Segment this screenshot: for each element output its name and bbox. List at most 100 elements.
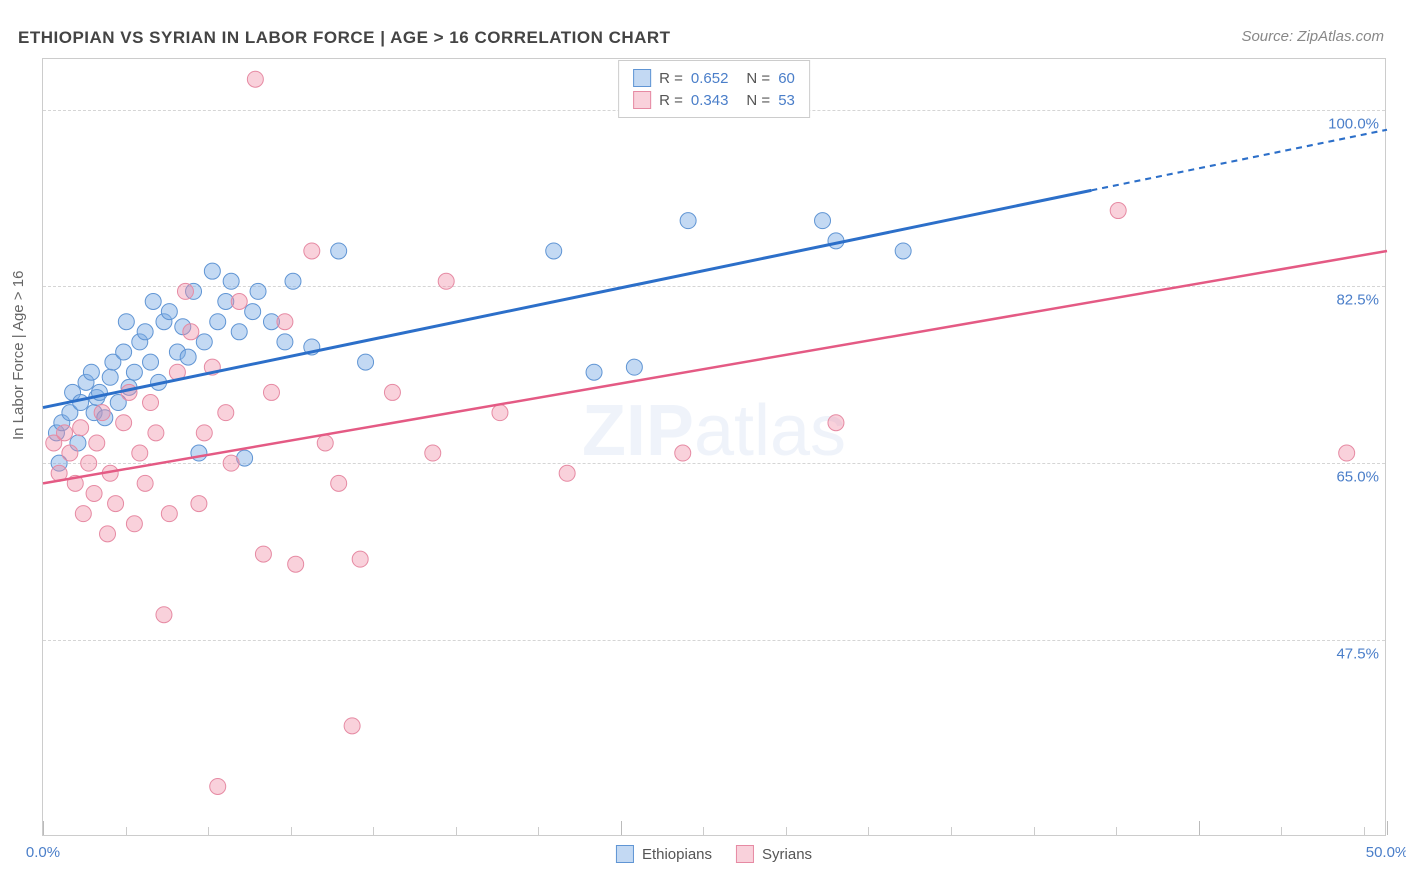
data-point [675, 445, 691, 461]
legend-top: R = 0.652 N = 60 R = 0.343 N = 53 [618, 60, 810, 118]
data-point [177, 283, 193, 299]
legend-n-label: N = [746, 70, 770, 87]
trend-line-dashed [1091, 130, 1387, 191]
data-point [145, 293, 161, 309]
legend-r-value-0: 0.652 [691, 70, 729, 87]
data-point [126, 364, 142, 380]
legend-n-label: N = [746, 92, 770, 109]
data-point [492, 405, 508, 421]
legend-r-label: R = [659, 70, 683, 87]
x-tick-minor [538, 827, 539, 835]
data-point [331, 243, 347, 259]
x-tick-minor [456, 827, 457, 835]
data-point [116, 415, 132, 431]
data-point [218, 405, 234, 421]
data-point [143, 354, 159, 370]
x-tick-label: 50.0% [1366, 844, 1406, 861]
x-tick-label: 0.0% [26, 844, 60, 861]
data-point [250, 283, 266, 299]
data-point [148, 425, 164, 441]
data-point [62, 445, 78, 461]
data-point [285, 273, 301, 289]
data-point [331, 475, 347, 491]
data-point [89, 435, 105, 451]
data-point [210, 778, 226, 794]
data-point [344, 718, 360, 734]
data-point [231, 293, 247, 309]
data-point [102, 369, 118, 385]
x-tick-major [621, 821, 622, 835]
data-point [263, 384, 279, 400]
chart-frame: ZIPatlas 47.5%65.0%82.5%100.0% R = 0.652… [42, 58, 1386, 836]
x-tick-minor [1116, 827, 1117, 835]
legend-bottom: Ethiopians Syrians [616, 845, 812, 863]
chart-title: ETHIOPIAN VS SYRIAN IN LABOR FORCE | AGE… [18, 28, 671, 48]
x-tick-major [1387, 821, 1388, 835]
legend-top-row-1: R = 0.343 N = 53 [633, 89, 795, 111]
data-point [245, 304, 261, 320]
data-point [126, 516, 142, 532]
data-point [304, 243, 320, 259]
data-point [317, 435, 333, 451]
data-point [1110, 203, 1126, 219]
data-point [546, 243, 562, 259]
data-point [277, 334, 293, 350]
data-point [559, 465, 575, 481]
data-point [288, 556, 304, 572]
data-point [438, 273, 454, 289]
data-point [231, 324, 247, 340]
legend-bottom-label-1: Syrians [762, 846, 812, 863]
data-point [73, 395, 89, 411]
data-point [586, 364, 602, 380]
data-point [352, 551, 368, 567]
data-point [815, 213, 831, 229]
legend-r-value-1: 0.343 [691, 92, 729, 109]
data-point [94, 405, 110, 421]
x-tick-minor [373, 827, 374, 835]
data-point [100, 526, 116, 542]
data-point [247, 71, 263, 87]
x-tick-major [1199, 821, 1200, 835]
data-point [137, 324, 153, 340]
data-point [223, 455, 239, 471]
legend-n-value-1: 53 [778, 92, 795, 109]
data-point [210, 314, 226, 330]
y-axis-label: In Labor Force | Age > 16 [10, 271, 27, 440]
legend-swatch-ethiopians [616, 845, 634, 863]
legend-bottom-syrians: Syrians [736, 845, 812, 863]
data-point [191, 496, 207, 512]
scatter-plot-svg [43, 59, 1385, 835]
legend-r-label: R = [659, 92, 683, 109]
data-point [196, 425, 212, 441]
legend-top-row-0: R = 0.652 N = 60 [633, 67, 795, 89]
data-point [204, 263, 220, 279]
data-point [895, 243, 911, 259]
data-point [1339, 445, 1355, 461]
x-tick-minor [1281, 827, 1282, 835]
data-point [191, 445, 207, 461]
legend-bottom-label-0: Ethiopians [642, 846, 712, 863]
chart-source: Source: ZipAtlas.com [1241, 28, 1384, 45]
data-point [86, 485, 102, 501]
x-tick-minor [703, 827, 704, 835]
data-point [143, 395, 159, 411]
trend-line [43, 190, 1091, 407]
legend-n-value-0: 60 [778, 70, 795, 87]
legend-swatch-ethiopians [633, 69, 651, 87]
data-point [183, 324, 199, 340]
data-point [57, 425, 73, 441]
data-point [156, 607, 172, 623]
data-point [196, 334, 212, 350]
x-tick-minor [291, 827, 292, 835]
x-tick-minor [208, 827, 209, 835]
x-tick-minor [951, 827, 952, 835]
data-point [828, 415, 844, 431]
data-point [626, 359, 642, 375]
chart-container: { "title": "ETHIOPIAN VS SYRIAN IN LABOR… [0, 0, 1406, 892]
data-point [132, 445, 148, 461]
data-point [680, 213, 696, 229]
data-point [223, 273, 239, 289]
data-point [116, 344, 132, 360]
data-point [118, 314, 134, 330]
data-point [384, 384, 400, 400]
